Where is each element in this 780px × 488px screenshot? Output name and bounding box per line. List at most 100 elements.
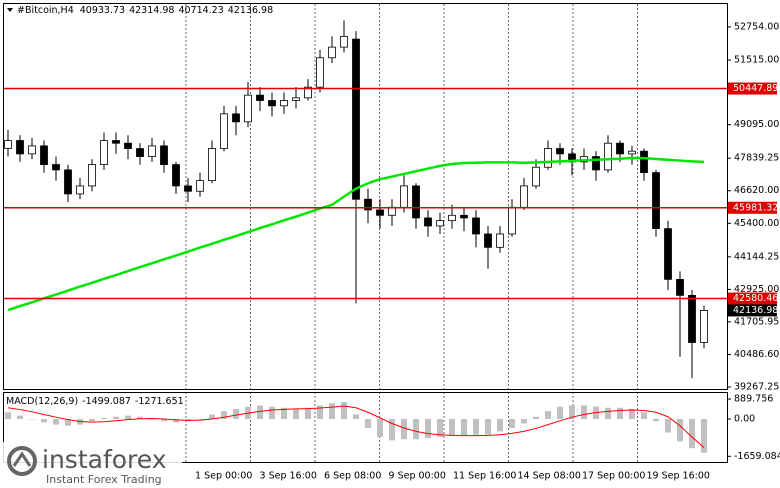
header-low: 40714.23 xyxy=(178,5,223,16)
candle-body xyxy=(208,148,216,181)
candle-body xyxy=(520,185,528,208)
x-tick-label: 3 Sep 16:00 xyxy=(260,471,317,482)
macd-bar xyxy=(341,402,347,419)
macd-main-value: -1499.087 xyxy=(82,396,131,407)
candle-body xyxy=(316,57,324,88)
candle-body xyxy=(280,100,288,107)
candle-body xyxy=(352,38,360,200)
macd-bar xyxy=(317,405,323,419)
x-tick-label: 11 Sep 16:00 xyxy=(453,471,516,482)
candle-body xyxy=(52,164,60,171)
candle-body xyxy=(64,169,72,195)
macd-bar xyxy=(509,418,515,428)
x-tick-label: 17 Sep 00:00 xyxy=(582,471,645,482)
macd-bar xyxy=(557,406,563,419)
y-tick-label: 51515.00 xyxy=(734,55,779,66)
candle-body xyxy=(256,94,264,101)
macd-signal-line xyxy=(7,405,705,448)
macd-bar xyxy=(677,418,683,442)
y-tick-label: 42925.00 xyxy=(734,284,779,295)
y-tick-label: 40486.60 xyxy=(734,349,779,360)
macd-bar xyxy=(125,415,131,419)
candle-body xyxy=(304,86,312,99)
macd-bar xyxy=(437,418,443,437)
x-tick-label: 1 Sep 00:00 xyxy=(195,471,252,482)
candle-body xyxy=(244,94,252,123)
x-tick-label: 19 Sep 16:00 xyxy=(647,471,710,482)
macd-bar xyxy=(221,411,227,419)
candle-body xyxy=(292,97,300,101)
candle-body xyxy=(592,156,600,171)
macd-bar xyxy=(353,414,359,419)
level-label: 45981.32 xyxy=(733,202,778,213)
candle-body xyxy=(628,150,636,155)
candle-body xyxy=(532,166,540,187)
macd-bar xyxy=(497,418,503,432)
header-high: 42314.98 xyxy=(129,5,174,16)
candle-body xyxy=(28,145,36,155)
level-label: 50447.89 xyxy=(733,83,778,94)
y-tick-label: 44144.25 xyxy=(734,251,779,262)
current-price-bg xyxy=(728,304,777,317)
macd-panel xyxy=(3,392,728,463)
candle-body xyxy=(484,233,492,248)
macd-bar xyxy=(569,405,575,419)
candle-body xyxy=(400,185,408,208)
price-panel xyxy=(3,3,728,390)
macd-bar xyxy=(377,418,383,437)
x-tick-label: 9 Sep 00:00 xyxy=(389,471,446,482)
macd-bar xyxy=(197,418,203,420)
macd-bar xyxy=(173,418,179,423)
candle-body xyxy=(112,140,120,144)
candle-body xyxy=(340,36,348,48)
candle-body xyxy=(604,142,612,171)
candle-body xyxy=(376,209,384,216)
y-tick-label: 49095.00 xyxy=(734,119,779,130)
macd-bar xyxy=(401,418,407,440)
macd-bar xyxy=(629,408,635,419)
macd-bar xyxy=(665,418,671,433)
macd-tick-label: 0.00 xyxy=(734,413,755,424)
macd-bar xyxy=(689,418,695,449)
candle-body xyxy=(640,150,648,173)
macd-bar xyxy=(17,415,23,419)
watermark-brand: instaforex xyxy=(42,445,167,474)
macd-bar xyxy=(701,418,707,453)
candle-body xyxy=(160,145,168,165)
macd-bar xyxy=(209,414,215,419)
symbol-icon xyxy=(7,8,13,12)
macd-bar xyxy=(149,418,155,420)
macd-bar xyxy=(389,418,395,441)
candle-body xyxy=(40,145,48,165)
level-label-bg xyxy=(728,201,777,214)
macd-bar xyxy=(89,418,95,422)
x-tick-label: 14 Sep 08:00 xyxy=(518,471,581,482)
macd-bar xyxy=(101,417,107,419)
macd-bar xyxy=(137,416,143,419)
y-tick-label: 41705.95 xyxy=(734,316,779,327)
axes: 1 Sep 00:00 3 Sep 16:00 6 Sep 08:00 9 Sep 0… xyxy=(195,21,780,481)
macd-bar xyxy=(365,418,371,428)
macd-bar xyxy=(485,418,491,435)
macd-bar xyxy=(269,406,275,419)
macd-bar xyxy=(293,408,299,419)
level-label-bg xyxy=(728,292,777,305)
candle-body xyxy=(148,145,156,157)
candle-body xyxy=(460,214,468,219)
macd-bar xyxy=(581,405,587,419)
candle-body xyxy=(232,113,240,123)
candle-body xyxy=(688,294,696,343)
candle-body xyxy=(556,148,564,155)
macd-bar xyxy=(41,418,47,423)
y-tick-label: 45400.00 xyxy=(734,218,779,229)
candle-body xyxy=(268,100,276,107)
macd-bar xyxy=(653,418,659,422)
macd-bar xyxy=(521,418,527,424)
macd-bar xyxy=(473,418,479,435)
macd-bar xyxy=(113,416,119,419)
candle-body xyxy=(472,217,480,235)
macd-bar xyxy=(329,403,335,419)
candle-body xyxy=(88,164,96,187)
